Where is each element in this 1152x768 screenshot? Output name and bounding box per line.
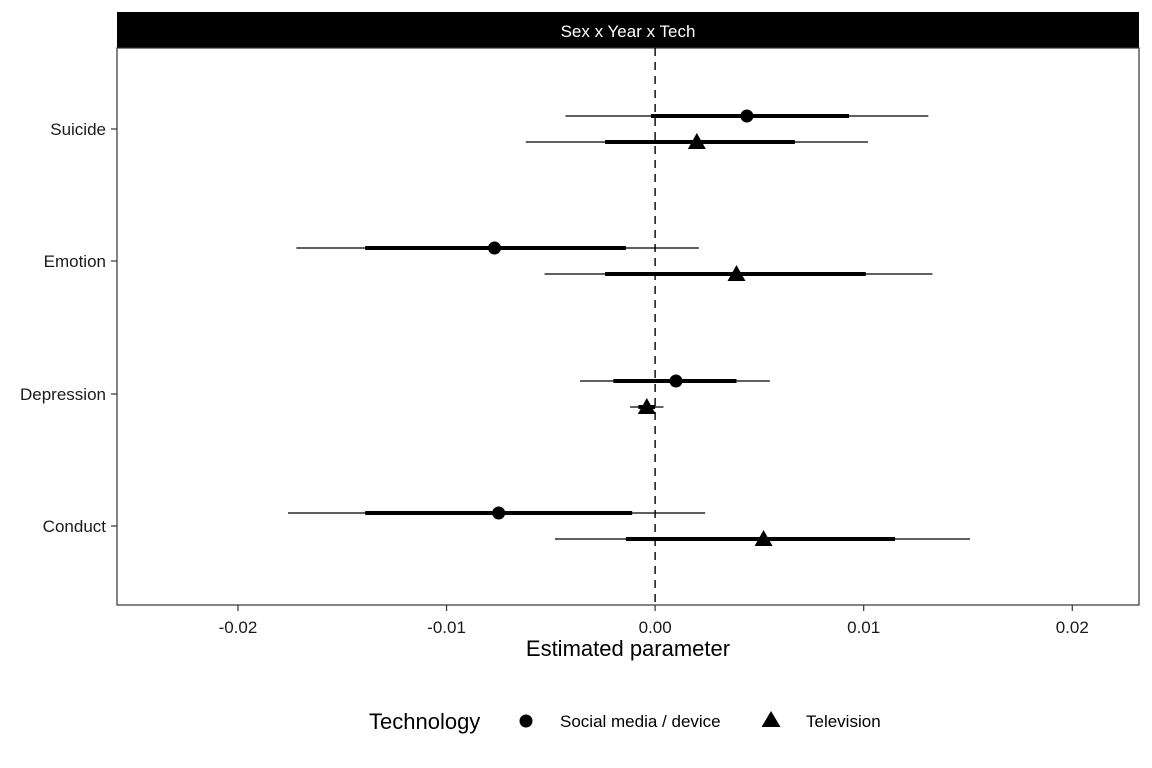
point-estimate-conduct: [492, 506, 506, 520]
y-tick-label-depression: Depression: [20, 385, 106, 404]
legend-triangle-icon: [761, 711, 781, 727]
facet-label: Sex x Year x Tech: [561, 22, 696, 41]
legend-circle-icon: [519, 714, 533, 728]
legend-title: Technology: [369, 709, 480, 734]
legend: Technology Social media / device Televis…: [369, 709, 881, 734]
x-tick-label: -0.01: [427, 618, 466, 637]
x-tick-label: 0.00: [639, 618, 672, 637]
facet-strip: [117, 12, 1139, 48]
x-axis-title: Estimated parameter: [526, 636, 730, 661]
series-social-media: [288, 109, 929, 520]
y-tick-label-emotion: Emotion: [44, 252, 106, 271]
point-estimate-suicide: [687, 133, 706, 149]
x-tick-label: -0.02: [219, 618, 258, 637]
point-estimate-depression: [669, 374, 683, 388]
y-tick-label-suicide: Suicide: [50, 120, 106, 139]
point-estimate-conduct: [754, 530, 773, 546]
point-estimate-emotion: [727, 265, 746, 281]
series-television: [525, 133, 971, 546]
x-tick-label: 0.01: [847, 618, 880, 637]
legend-label-social: Social media / device: [560, 712, 721, 731]
point-estimate-emotion: [488, 241, 502, 255]
x-tick-label: 0.02: [1056, 618, 1089, 637]
plot-panel: [116, 47, 1140, 606]
point-estimate-suicide: [740, 109, 754, 123]
point-estimate-depression: [637, 398, 656, 414]
y-tick-label-conduct: Conduct: [43, 517, 107, 536]
legend-label-television: Television: [806, 712, 881, 731]
